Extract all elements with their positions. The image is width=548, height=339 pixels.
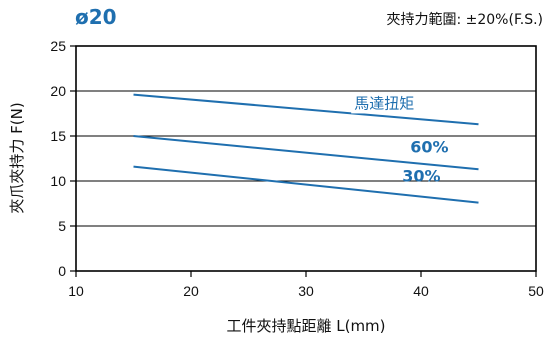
x-tick-label: 20	[183, 283, 199, 299]
motor-torque-label: 馬達扭矩	[354, 94, 414, 112]
grid-layer	[76, 90, 536, 227]
series-line-90pct	[133, 93, 479, 126]
x-tick-label: 50	[528, 283, 544, 299]
series-label: 30%	[402, 167, 440, 186]
size-title: ø20	[75, 5, 117, 29]
series-line-30pct	[133, 165, 479, 204]
x-tick-label: 30	[298, 283, 314, 299]
y-tick-label: 5	[58, 218, 66, 234]
plot-frame	[75, 45, 537, 272]
x-tick-label: 10	[68, 283, 84, 299]
series-label: 60%	[410, 137, 448, 156]
y-tick-label: 0	[58, 263, 66, 279]
force-range-spec: 夾持力範圍: ±20%(F.S.)	[386, 11, 543, 28]
series-line-60pct	[133, 135, 479, 171]
y-tick-label: 15	[50, 128, 66, 144]
y-axis-label: 夾爪夾持力 F(N)	[8, 102, 26, 213]
y-tick-label: 20	[50, 83, 66, 99]
y-tick-label: 25	[50, 38, 66, 54]
y-tick-label: 10	[50, 173, 66, 189]
series-layer	[133, 93, 479, 204]
x-tick-label: 40	[413, 283, 429, 299]
series-label-background	[351, 92, 460, 114]
tick-layer: 0 5 10 15 20 25 10 20 30 40 50	[50, 38, 544, 299]
x-axis-label: 工件夾持點距離 L(mm)	[226, 317, 385, 335]
